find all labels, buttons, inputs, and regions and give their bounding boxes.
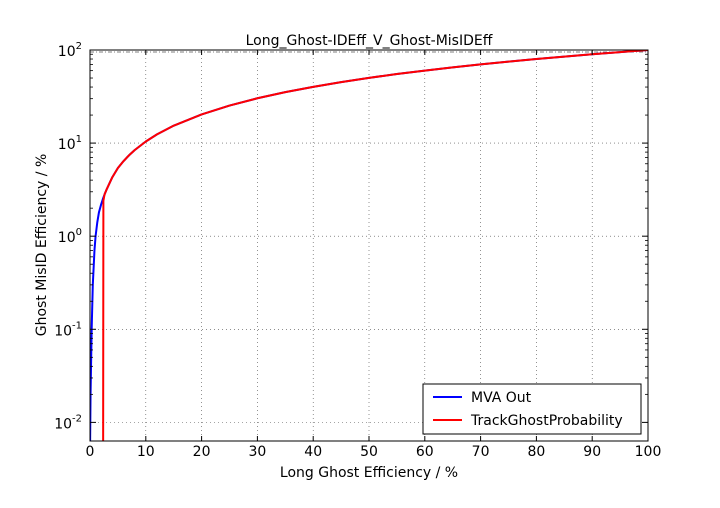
- y-tick-label-exp: -1: [72, 320, 82, 331]
- y-tick-label-base: 10: [58, 230, 76, 246]
- y-tick-label: 10-2: [54, 413, 82, 432]
- x-tick-label: 80: [527, 444, 545, 460]
- x-tick-label: 60: [416, 444, 434, 460]
- x-tick-label: 100: [635, 444, 662, 460]
- x-tick-label: 40: [304, 444, 322, 460]
- y-tick-label: 100: [58, 227, 82, 246]
- legend-box: [422, 383, 642, 435]
- x-tick-label: 0: [86, 444, 95, 460]
- y-tick-label-base: 10: [58, 44, 76, 60]
- y-tick-label-exp: 0: [76, 227, 82, 238]
- y-axis-label: Ghost MisID Efficiency / %: [34, 154, 50, 337]
- y-tick-label-base: 10: [58, 137, 76, 153]
- y-tick-label-exp: 1: [76, 134, 82, 145]
- x-tick-label: 10: [137, 444, 155, 460]
- series-line-trackghostprobability: [102, 50, 648, 441]
- x-tick-label: 30: [248, 444, 266, 460]
- y-tick-label-base: 10: [54, 416, 72, 432]
- y-tick-label-base: 10: [54, 323, 72, 339]
- y-tick-label: 101: [58, 134, 82, 153]
- chart-title: Long_Ghost-IDEff_V_Ghost-MisIDEff: [246, 33, 493, 49]
- x-tick-label: 50: [360, 444, 378, 460]
- y-tick-label-exp: 2: [76, 41, 82, 52]
- x-tick-label: 90: [583, 444, 601, 460]
- legend: MVA Out TrackGhostProbability: [422, 383, 642, 435]
- legend-label-mva-out: MVA Out: [471, 390, 532, 406]
- x-axis-label: Long Ghost Efficiency / %: [280, 465, 458, 481]
- y-tick-label: 102: [58, 41, 82, 60]
- x-tick-label: 70: [472, 444, 490, 460]
- x-ticks-layer: 0 10 20 30 40 50 60 70 80 90 100: [86, 50, 662, 460]
- y-tick-label-exp: -2: [72, 413, 82, 424]
- x-tick-label: 20: [193, 444, 211, 460]
- legend-label-trackghostprobability: TrackGhostProbability: [470, 413, 623, 429]
- y-tick-label: 10-1: [54, 320, 82, 339]
- series-layer: [90, 50, 648, 441]
